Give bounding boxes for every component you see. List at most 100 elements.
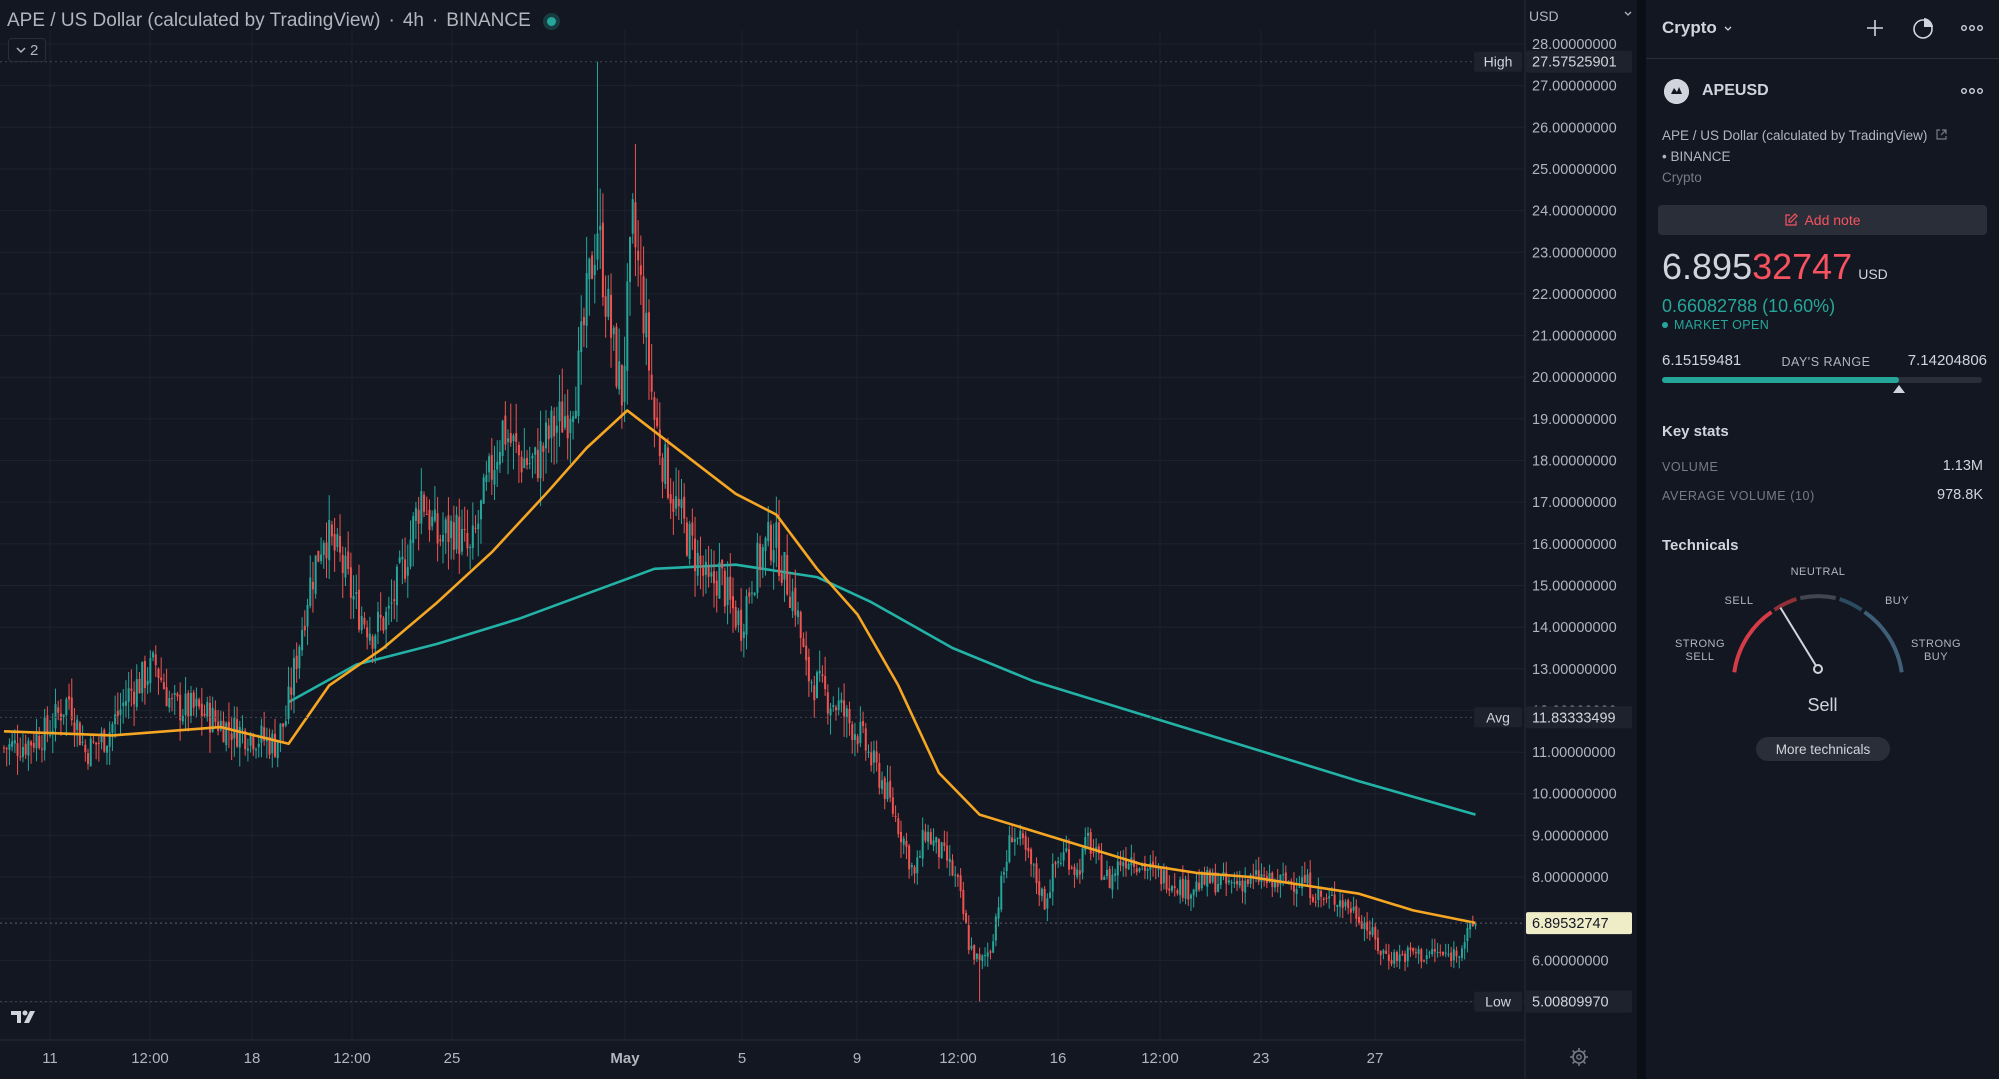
candle-body [780,573,783,583]
candle-body [428,509,431,530]
candle-body [284,721,287,726]
candle-body [631,199,634,234]
candle-body [433,509,436,521]
more-options-icon[interactable] [1961,82,1984,100]
candle-body [260,725,263,743]
candle-body [691,522,694,536]
candle-body [1035,863,1038,884]
technicals-gauge[interactable]: NEUTRAL SELL BUY STRONG SELL STRONG BUY [1668,560,1968,730]
more-technicals-button[interactable]: More technicals [1756,737,1890,761]
technicals-title[interactable]: Technicals [1662,537,1739,554]
candle-body [1236,880,1239,885]
panel-divider[interactable] [1637,0,1646,1079]
symbol-ticker[interactable]: APEUSD [1702,82,1769,99]
candle-body [1002,872,1005,875]
candle-body [555,425,558,433]
candle-body [19,756,22,758]
price-axis: 28.00000000 27.00000000 26.00000000 25.0000… [1474,0,1632,1079]
candle-body [303,625,306,631]
candle-body [1284,872,1287,882]
candle-body [206,701,209,717]
candle-body [574,410,577,419]
candle-body [1303,875,1306,883]
candle-body [1027,847,1030,852]
candle-body [179,694,182,721]
low-marker-label-bg [1474,991,1522,1012]
candle-body [444,519,447,534]
candle-body [466,532,469,549]
candle-body [1008,835,1011,862]
candle-body [1371,927,1374,935]
candle-body [623,365,626,402]
candle-body [1089,832,1092,854]
candle-body [393,599,396,602]
candle-body [311,581,314,590]
candle-body [750,592,753,594]
tradingview-logo-icon[interactable] [8,1003,42,1029]
candle-body [916,857,919,874]
high-marker-label: High [1484,54,1513,70]
avg-marker-label: Avg [1486,709,1510,725]
currency-label: USD [1529,8,1559,24]
symbol-description: APE / US Dollar (calculated by TradingVi… [1662,125,1982,167]
candle-body [458,516,461,554]
candle-body [1301,877,1304,889]
candle-body [886,782,889,800]
time-tick-label: 12:00 [131,1050,169,1067]
candle-body [615,326,618,387]
candle-body [477,523,480,530]
candle-body [593,264,596,276]
candle-body [317,550,320,562]
candle-body [157,668,160,678]
symbol-title[interactable]: APE / US Dollar (calculated by TradingVi… [7,10,381,31]
candle-body [13,740,16,744]
currency-select[interactable]: USD [1529,8,1633,24]
candle-body [940,842,943,859]
candle-body [355,592,358,594]
gear-icon[interactable] [1567,1045,1591,1069]
add-note-button[interactable]: Add note [1658,205,1987,235]
last-price: 6.89532747 USD [1662,246,1888,288]
indicators-toggle-button[interactable]: 2 [8,38,47,62]
candle-body [412,516,415,543]
candle-body [38,735,41,749]
pie-chart-icon[interactable] [1911,16,1935,40]
candle-body [910,865,913,868]
time-tick-label: 9 [853,1050,861,1067]
candle-body [517,444,520,456]
candle-body [1282,874,1285,876]
candle-body [970,945,973,949]
price-tick-label: 17.00000000 [1532,495,1617,511]
symbol-header[interactable]: APE / US Dollar (calculated by TradingVi… [7,10,556,32]
candle-body [1398,954,1401,962]
candle-body [1246,879,1249,884]
chevron-down-icon [16,47,26,54]
price-tick-label: 20.00000000 [1532,370,1617,386]
candle-body [498,451,501,465]
candle-body [1073,866,1076,875]
candle-body [225,723,228,746]
candle-body [1211,872,1214,882]
watchlist-selector[interactable]: Crypto [1662,18,1733,38]
candle-body [485,474,488,483]
candle-body [398,557,401,563]
day-range-bar [1662,377,1982,393]
candle-body [406,566,409,576]
candle-body [764,538,767,552]
low-marker-value: 5.00809970 [1532,995,1609,1011]
external-link-icon[interactable] [1935,128,1948,141]
candle-body [431,516,434,527]
candle-body [1344,901,1347,907]
candle-body [214,710,217,722]
price-chart[interactable]: 28.0000000027.0000000026.0000000025.0000… [0,0,1637,1079]
exchange-label[interactable]: BINANCE [446,10,531,31]
interval-label[interactable]: 4h [402,10,424,31]
candle-body [791,591,794,612]
time-tick-label: 11 [42,1050,58,1067]
chart-pane[interactable]: 28.00000000 27.00000000 26.00000000 25.0000… [0,0,1637,1079]
symbol-description-text[interactable]: APE / US Dollar (calculated by TradingVi… [1662,128,1928,143]
candle-body [1406,947,1409,962]
plus-icon[interactable] [1865,18,1885,38]
more-options-icon[interactable] [1961,24,1983,32]
candle-body [1404,953,1407,962]
